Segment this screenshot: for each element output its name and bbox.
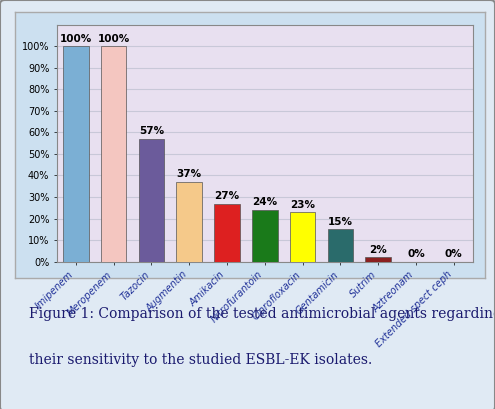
Bar: [214, 204, 240, 262]
Text: 23%: 23%: [290, 200, 315, 209]
Text: 37%: 37%: [177, 169, 202, 180]
Bar: [139, 139, 164, 262]
Bar: [101, 46, 127, 262]
Text: 27%: 27%: [214, 191, 240, 201]
Text: 0%: 0%: [407, 249, 425, 259]
Text: Figure 1: Comparison of the tested antimicrobial agents regarding: Figure 1: Comparison of the tested antim…: [29, 307, 495, 321]
Text: 57%: 57%: [139, 126, 164, 136]
Text: 0%: 0%: [445, 249, 463, 259]
Text: 100%: 100%: [60, 34, 92, 43]
Text: 15%: 15%: [328, 217, 353, 227]
Bar: [63, 46, 89, 262]
Bar: [290, 212, 315, 262]
Bar: [252, 210, 278, 262]
Text: 2%: 2%: [369, 245, 387, 255]
Bar: [176, 182, 202, 262]
Bar: [328, 229, 353, 262]
Text: 24%: 24%: [252, 198, 277, 207]
Bar: [365, 257, 391, 262]
Text: 100%: 100%: [98, 34, 130, 43]
Text: their sensitivity to the studied ESBL-EK isolates.: their sensitivity to the studied ESBL-EK…: [29, 353, 372, 367]
